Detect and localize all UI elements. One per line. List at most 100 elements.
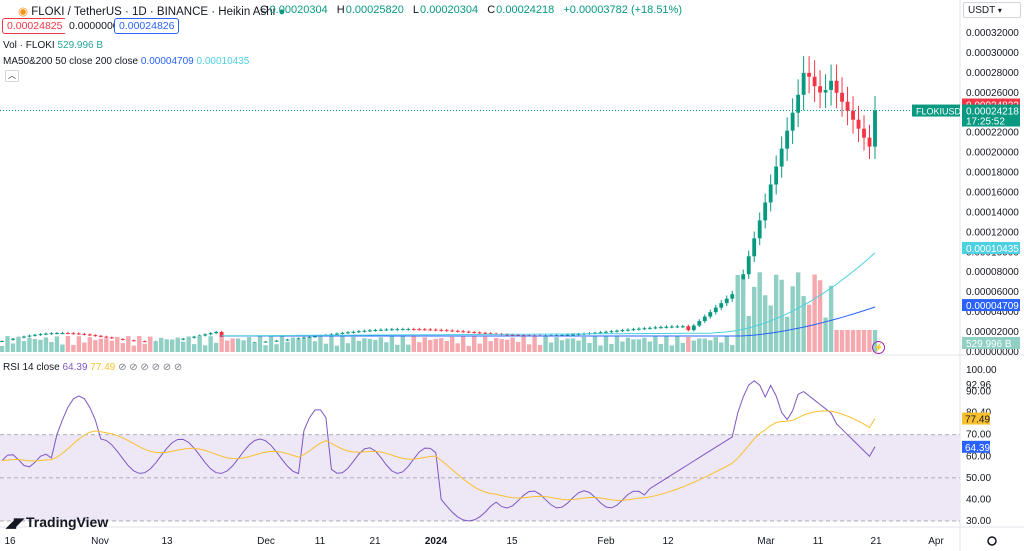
volume-bar bbox=[362, 338, 367, 352]
volume-bar bbox=[428, 339, 433, 352]
volume-bar bbox=[636, 339, 642, 352]
volume-bar bbox=[482, 336, 488, 352]
volume-bar bbox=[499, 339, 504, 352]
candle-body bbox=[757, 220, 762, 239]
candle-body bbox=[461, 331, 466, 333]
volume-bar bbox=[213, 342, 219, 352]
candle-body bbox=[768, 184, 773, 203]
volume-bar bbox=[647, 341, 653, 352]
volume-bar bbox=[515, 341, 521, 352]
candle-body bbox=[33, 334, 37, 336]
volume-bar bbox=[861, 330, 867, 352]
volume-bar bbox=[823, 317, 828, 352]
rsi-tag bbox=[962, 440, 990, 453]
volume-bar bbox=[697, 338, 702, 352]
candle-body bbox=[571, 334, 575, 336]
candle-body bbox=[378, 329, 383, 331]
candle-body bbox=[675, 326, 680, 328]
candle-body bbox=[0, 341, 4, 343]
volume-bar bbox=[104, 338, 109, 352]
tradingview-logo: ◢◤ TradingView bbox=[6, 514, 109, 530]
volume-bar bbox=[801, 295, 806, 352]
volume-bar bbox=[71, 344, 76, 352]
collapse-legend-icon[interactable]: ︿ bbox=[5, 70, 19, 82]
volume-bar bbox=[730, 345, 735, 352]
rsi-ma-line bbox=[1, 410, 876, 501]
volume-bar bbox=[812, 274, 817, 352]
candle-body bbox=[713, 307, 718, 313]
currency-selector[interactable]: USDT ▾ bbox=[963, 2, 1021, 18]
candle-body bbox=[27, 335, 32, 337]
volume-bar bbox=[120, 343, 125, 352]
volume-bar bbox=[142, 343, 147, 352]
volume-bar bbox=[191, 344, 197, 352]
volume-bar bbox=[817, 280, 823, 352]
chevron-down-icon: ▾ bbox=[997, 6, 1002, 15]
candle-body bbox=[373, 330, 378, 332]
candle-body bbox=[466, 331, 471, 333]
volume-bar bbox=[669, 345, 675, 352]
time-tick-label: Apr bbox=[928, 536, 944, 547]
volume-bar bbox=[257, 336, 263, 352]
volume-legend[interactable]: Vol · FLOKI 529.996 B bbox=[3, 40, 104, 51]
symbol-title[interactable]: ◉ FLOKI / TetherUS · 1D · BINANCE · Heik… bbox=[18, 6, 286, 18]
rsi-line bbox=[1, 380, 876, 522]
candle-body bbox=[87, 334, 92, 336]
volume-bar bbox=[301, 339, 307, 352]
volume-bar bbox=[356, 340, 362, 352]
candle-body bbox=[631, 329, 636, 331]
buy-button[interactable]: 0.00024826 bbox=[114, 18, 180, 34]
candle-body bbox=[356, 331, 361, 333]
volume-bar bbox=[285, 341, 290, 352]
volume-bar bbox=[537, 345, 543, 352]
sell-button[interactable]: 0.00024825 bbox=[2, 18, 68, 34]
candle-body bbox=[796, 94, 801, 113]
candle-body bbox=[444, 330, 449, 332]
candle-body bbox=[647, 327, 652, 329]
candle-body bbox=[658, 327, 663, 329]
volume-bar bbox=[614, 336, 620, 352]
time-tick-label: 21 bbox=[870, 536, 882, 547]
candle-body bbox=[719, 303, 724, 308]
price-tag bbox=[962, 299, 1020, 312]
volume-bar bbox=[323, 343, 329, 352]
rsi-legend[interactable]: RSI 14 close 64.39 77.49 ⊘ ⊘ ⊘ ⊘ ⊘ ⊘ bbox=[3, 362, 183, 373]
candle-body bbox=[873, 110, 877, 147]
ma200-line bbox=[221, 252, 876, 337]
volume-bar bbox=[422, 337, 427, 352]
volume-bar bbox=[762, 295, 768, 352]
candle-body bbox=[510, 334, 515, 336]
volume-bar bbox=[653, 336, 658, 352]
volume-bar bbox=[202, 345, 208, 352]
volume-bar bbox=[21, 341, 27, 352]
price-tag-label: 0.00004709 bbox=[966, 301, 1019, 312]
time-tick-label: Dec bbox=[257, 536, 275, 547]
volume-bar bbox=[691, 340, 697, 352]
time-tick-label: Feb bbox=[597, 536, 615, 547]
ma-legend[interactable]: MA50&200 50 close 200 close 0.00004709 0… bbox=[3, 56, 250, 67]
volume-bar bbox=[559, 340, 565, 352]
candle-body bbox=[664, 326, 669, 328]
volume-bar bbox=[658, 343, 664, 352]
time-tick-label: 21 bbox=[369, 536, 381, 547]
rsi-tick-label: 40.00 bbox=[966, 494, 991, 505]
candle-body bbox=[439, 329, 444, 331]
lightning-icon[interactable]: ⚡ bbox=[872, 341, 885, 354]
volume-bar bbox=[180, 341, 186, 352]
volume-bar bbox=[274, 344, 279, 352]
volume-bar bbox=[76, 336, 82, 352]
volume-bar bbox=[806, 304, 812, 352]
candle-body bbox=[44, 333, 48, 335]
volume-bar bbox=[642, 337, 647, 352]
candle-body bbox=[38, 334, 43, 336]
candle-body bbox=[65, 333, 70, 335]
settings-gear-icon[interactable] bbox=[987, 536, 997, 546]
time-tick-label: 11 bbox=[813, 536, 824, 547]
candle-body bbox=[779, 148, 784, 167]
candle-body bbox=[642, 328, 647, 330]
volume-bar bbox=[839, 330, 845, 352]
candle-body bbox=[636, 328, 641, 330]
volume-bar bbox=[43, 337, 49, 352]
candle-body bbox=[680, 326, 685, 328]
